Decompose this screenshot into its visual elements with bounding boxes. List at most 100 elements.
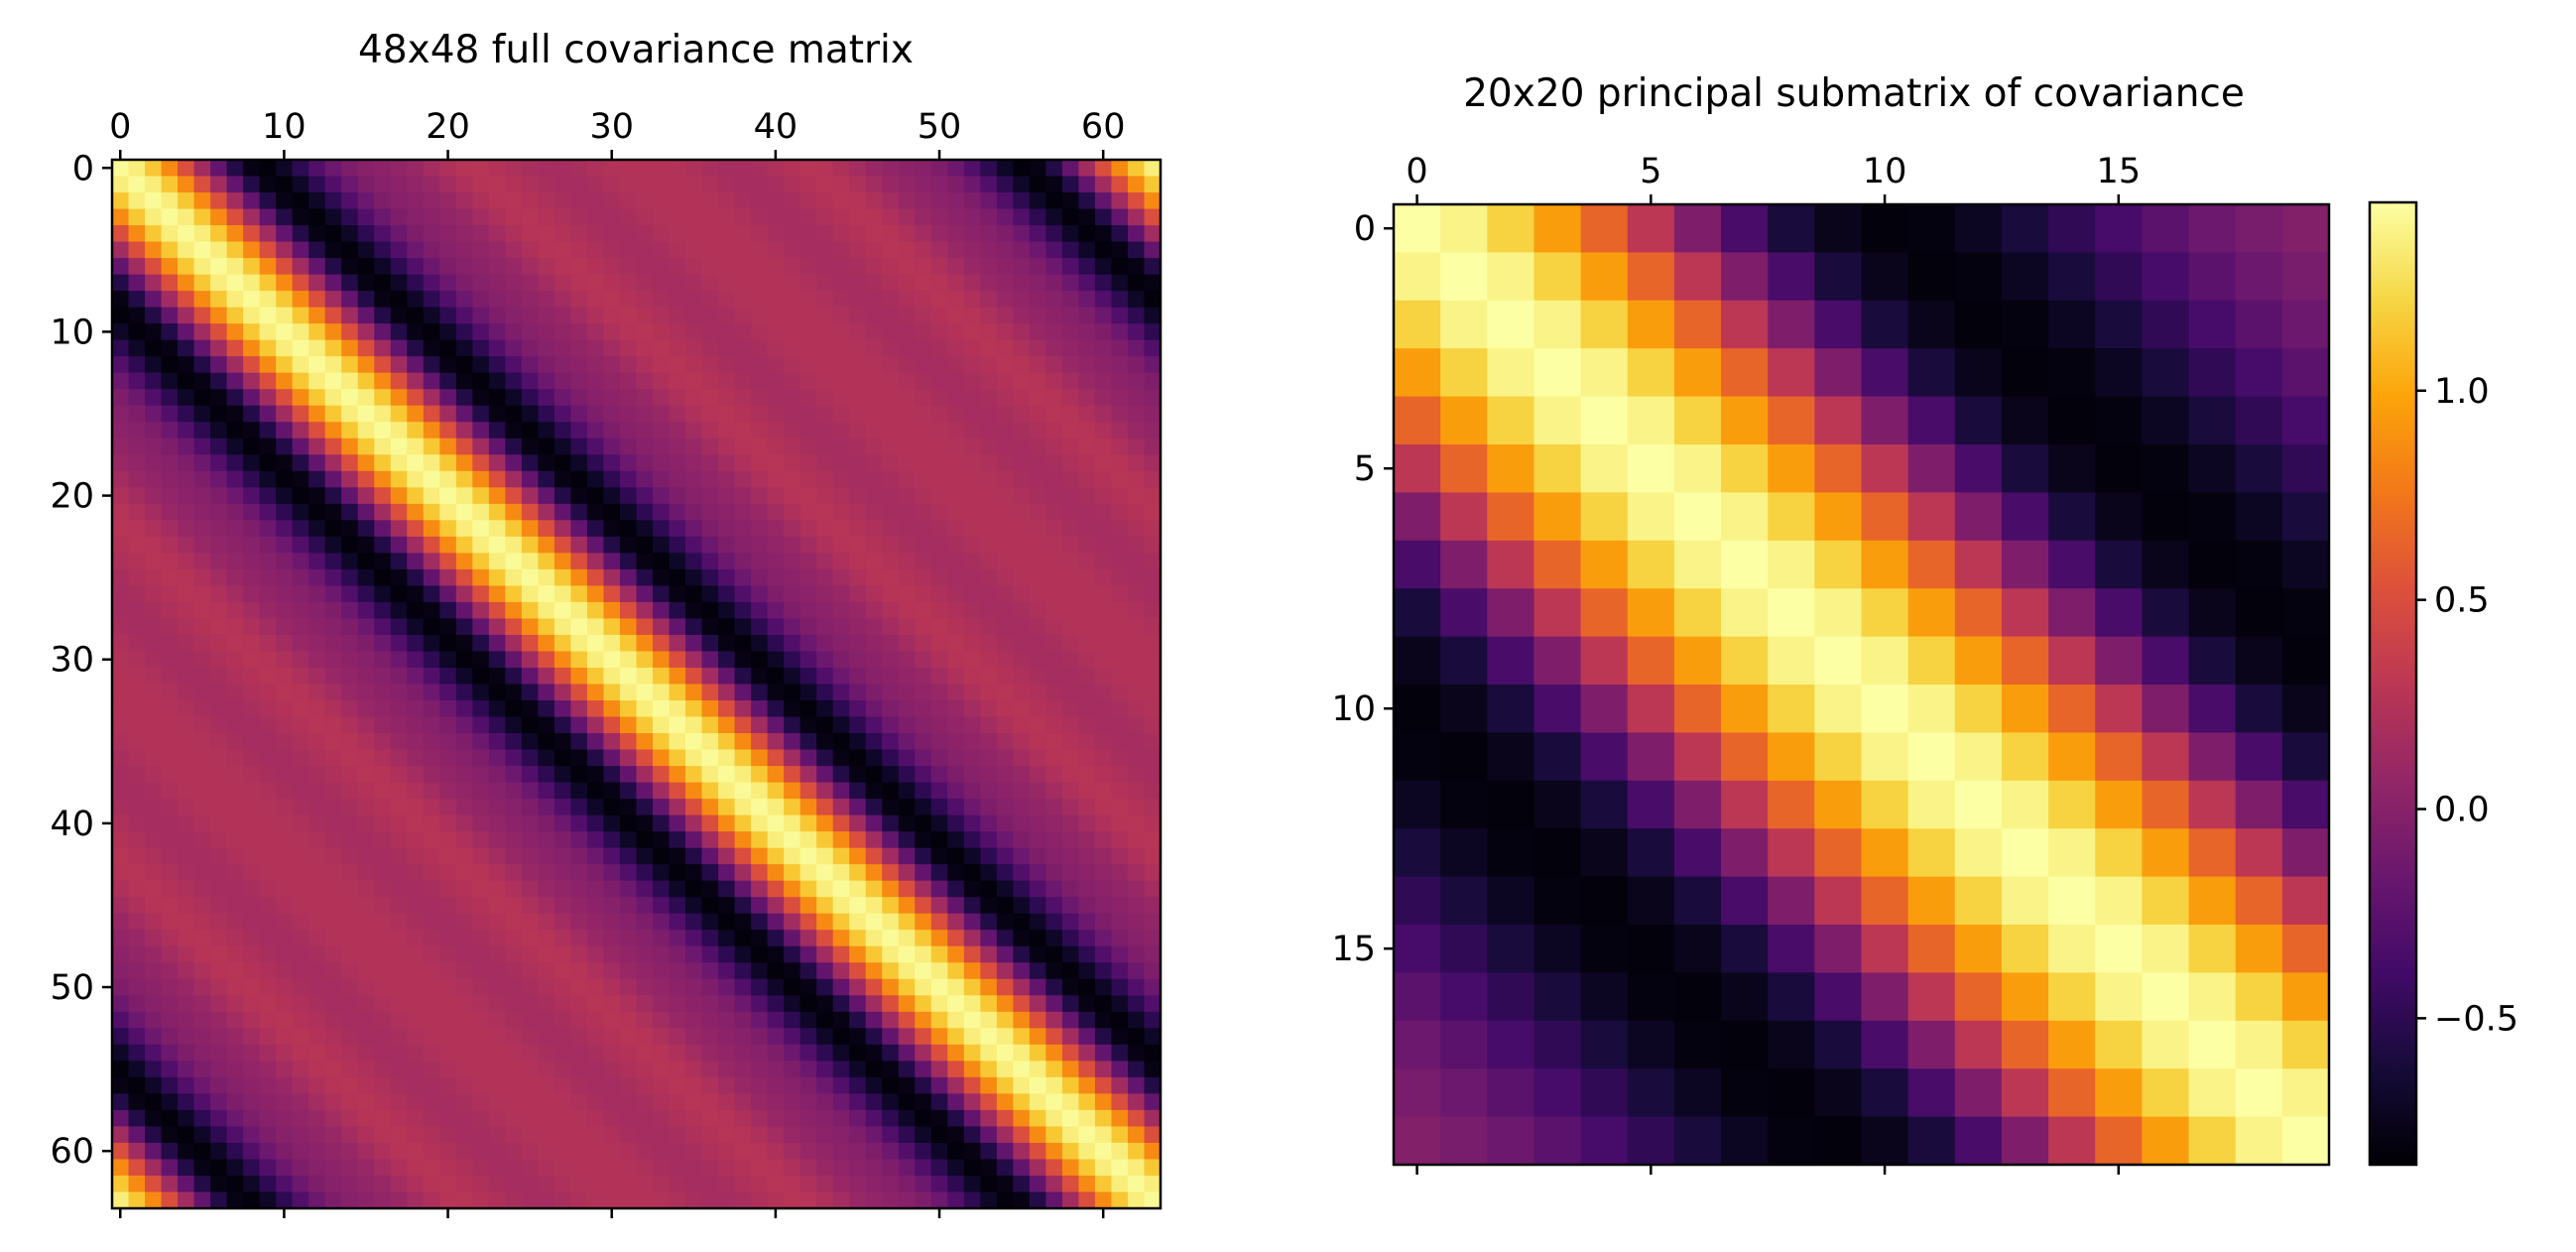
heatmap-cell	[472, 372, 490, 390]
heatmap-cell	[178, 372, 195, 390]
heatmap-cell	[1440, 396, 1488, 445]
heatmap-cell	[636, 995, 654, 1013]
heatmap-cell	[2142, 396, 2190, 445]
heatmap-cell	[1627, 876, 1675, 926]
heatmap-cell	[832, 1061, 850, 1078]
heatmap-cell	[865, 1159, 883, 1177]
heatmap-cell	[439, 700, 457, 718]
heatmap-cell	[1078, 716, 1096, 734]
heatmap-cell	[636, 372, 654, 390]
heatmap-cell	[980, 995, 998, 1013]
heatmap-cell	[636, 356, 654, 374]
heatmap-cell	[996, 847, 1014, 865]
heatmap-cell	[2001, 396, 2049, 445]
heatmap-cell	[2095, 925, 2143, 973]
heatmap-cell	[226, 766, 244, 784]
heatmap-cell	[882, 487, 900, 505]
heatmap-cell	[1111, 307, 1129, 324]
heatmap-cell	[308, 716, 326, 734]
heatmap-cell	[1954, 876, 2003, 926]
heatmap-cell	[653, 323, 671, 341]
heatmap-cell	[1440, 876, 1488, 926]
heatmap-cell	[570, 225, 588, 243]
heatmap-cell	[963, 339, 981, 357]
heatmap-cell	[832, 274, 850, 292]
heatmap-cell	[324, 258, 342, 276]
heatmap-cell	[423, 930, 440, 947]
heatmap-cell	[619, 930, 638, 947]
heatmap-cell	[145, 1191, 163, 1209]
heatmap-cell	[488, 1142, 506, 1161]
heatmap-cell	[161, 733, 179, 751]
heatmap-cell	[538, 782, 555, 800]
heatmap-cell	[505, 520, 523, 538]
y-tick-label: 10	[50, 313, 94, 352]
heatmap-cell	[767, 520, 785, 538]
heatmap-cell	[767, 454, 785, 472]
heatmap-cell	[488, 1044, 506, 1062]
heatmap-cell	[882, 1142, 900, 1161]
heatmap-cell	[603, 585, 621, 603]
heatmap-cell	[653, 585, 671, 603]
heatmap-cell	[1954, 1020, 2003, 1069]
heatmap-cell	[193, 945, 211, 963]
heatmap-cell	[930, 405, 948, 423]
heatmap-cell	[505, 684, 523, 701]
heatmap-cell	[259, 520, 277, 538]
heatmap-cell	[669, 995, 686, 1013]
heatmap-cell	[324, 1093, 342, 1111]
heatmap-cell	[1029, 438, 1046, 455]
heatmap-cell	[193, 897, 211, 915]
heatmap-cell	[734, 503, 752, 521]
heatmap-cell	[423, 782, 440, 800]
heatmap-cell	[718, 978, 736, 996]
heatmap-cell	[636, 454, 654, 472]
heatmap-cell	[603, 1109, 621, 1128]
heatmap-cell	[243, 1076, 261, 1094]
heatmap-cell	[423, 634, 440, 653]
heatmap-cell	[2001, 1068, 2049, 1118]
heatmap-cell	[570, 1076, 588, 1094]
heatmap-cell	[341, 454, 359, 472]
heatmap-cell	[1768, 876, 1815, 926]
heatmap-cell	[308, 454, 326, 472]
heatmap-cell	[1078, 438, 1096, 455]
heatmap-cell	[1111, 160, 1129, 178]
heatmap-cell	[112, 930, 130, 947]
heatmap-cell	[488, 995, 506, 1013]
y-tick-label: 30	[50, 641, 94, 681]
heatmap-cell	[553, 978, 572, 996]
heatmap-cell	[603, 307, 621, 324]
heatmap-cell	[308, 700, 326, 718]
heatmap-cell	[915, 225, 932, 243]
heatmap-cell	[308, 389, 326, 407]
heatmap-cell	[996, 618, 1014, 636]
heatmap-cell	[243, 176, 261, 193]
heatmap-cell	[1394, 540, 1441, 589]
heatmap-cell	[816, 1093, 834, 1111]
heatmap-cell	[161, 814, 179, 832]
heatmap-cell	[1111, 1093, 1129, 1111]
heatmap-cell	[407, 700, 425, 718]
heatmap-cell	[1144, 176, 1162, 193]
heatmap-cell	[505, 487, 523, 505]
heatmap-cell	[292, 962, 309, 980]
heatmap-cell	[128, 945, 146, 963]
heatmap-cell	[996, 568, 1014, 587]
heatmap-cell	[455, 847, 473, 865]
heatmap-cell	[390, 1028, 408, 1046]
heatmap-cell	[423, 864, 440, 882]
heatmap-cell	[161, 520, 179, 538]
heatmap-cell	[832, 568, 850, 587]
heatmap-cell	[930, 962, 948, 980]
heatmap-cell	[145, 568, 163, 587]
heatmap-cell	[963, 651, 981, 669]
heatmap-cell	[2095, 492, 2143, 542]
heatmap-cell	[930, 897, 948, 915]
heatmap-cell	[1111, 405, 1129, 423]
heatmap-cell	[816, 372, 834, 390]
heatmap-cell	[324, 438, 342, 455]
heatmap-cell	[259, 503, 277, 521]
heatmap-cell	[947, 1109, 965, 1128]
heatmap-cell	[1013, 1061, 1031, 1078]
